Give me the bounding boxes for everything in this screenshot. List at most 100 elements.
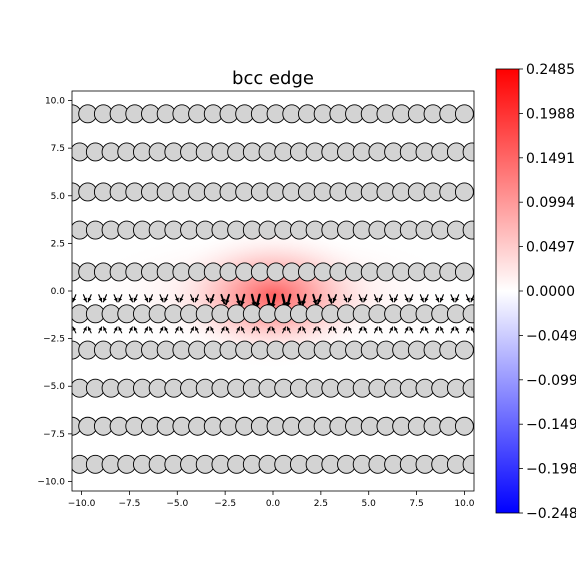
arrow-row-a-head xyxy=(175,297,179,302)
x-tick-label: 10.0 xyxy=(454,499,474,509)
colorbar: 0.2485 0.1988 0.1491 0.0994 0.0497 0.0000 −0.0… xyxy=(495,62,576,522)
arrow-row-b-head xyxy=(210,326,214,331)
colorbar-tick-label: −0.0994 xyxy=(526,373,576,389)
arrow-row-a-head xyxy=(424,297,429,302)
arrow-row-a-head xyxy=(149,297,153,302)
arrow-row-b-head xyxy=(159,326,164,331)
arrow-row-a-head xyxy=(389,297,394,302)
atom xyxy=(454,104,474,124)
arrow-row-b-head xyxy=(225,326,230,331)
arrow-row-a-head xyxy=(236,300,241,306)
arrow-row-b-head xyxy=(103,326,107,331)
arrow-row-b-head xyxy=(149,326,153,331)
arrow-row-a-head xyxy=(470,297,474,302)
arrow-row-b-head xyxy=(190,326,194,331)
arrow-row-a-head xyxy=(439,297,444,302)
arrow-row-b-head xyxy=(420,326,424,331)
arrow-row-a-head xyxy=(420,297,424,302)
atom xyxy=(454,340,474,360)
x-tick-label: 7.5 xyxy=(409,499,423,509)
arrow-row-a-head xyxy=(358,297,363,302)
arrow-row-b-head xyxy=(241,326,245,331)
arrow-row-b-head xyxy=(348,326,352,331)
y-tick-label: −7.5 xyxy=(43,430,65,440)
x-axis: −10.0 −7.5 −5.0 −2.5 0.0 2.5 5.0 7.5 10.0 xyxy=(68,491,475,509)
y-tick-label: 5.0 xyxy=(51,192,66,202)
x-tick-label: 0.0 xyxy=(266,499,281,509)
arrow-row-a-head xyxy=(133,297,138,302)
arrow-row-b-head xyxy=(297,326,302,331)
atom xyxy=(462,304,474,324)
colorbar-tick-label: 0.0000 xyxy=(526,284,575,300)
arrow-row-b-head xyxy=(374,326,378,331)
x-tick-label: 2.5 xyxy=(314,499,328,509)
arrow-row-b-head xyxy=(404,326,409,331)
arrow-row-b-head xyxy=(282,326,286,331)
arrow-row-b-head xyxy=(343,326,347,331)
x-tick-label: −5.0 xyxy=(166,499,188,509)
arrow-row-a-head xyxy=(210,297,215,303)
arrow-row-b-head xyxy=(440,326,444,331)
arrow-row-a-head xyxy=(103,297,107,302)
arrow-row-b-head xyxy=(256,326,260,331)
colorbar-tick-label: −0.1491 xyxy=(526,417,576,433)
heatmap-layer xyxy=(75,223,471,370)
arrow-row-b-head xyxy=(435,326,439,331)
arrow-row-a-head xyxy=(159,297,164,302)
arrow-row-a-head xyxy=(118,297,123,302)
arrow-row-a-head xyxy=(179,297,184,302)
y-tick-label: 10.0 xyxy=(45,97,65,107)
arrow-row-b-head xyxy=(221,326,225,331)
arrow-row-a-head xyxy=(240,300,245,306)
arrow-row-a-head xyxy=(72,297,77,302)
colorbar-tick-label: 0.0497 xyxy=(526,240,575,256)
arrow-row-b-head xyxy=(175,326,179,331)
arrow-row-a-head xyxy=(129,297,133,302)
y-tick-label: −2.5 xyxy=(43,335,65,345)
arrow-row-a-head xyxy=(225,299,230,305)
arrow-row-b-head xyxy=(98,326,102,331)
arrow-row-a-head xyxy=(83,297,87,302)
atom xyxy=(462,220,474,240)
arrow-row-a-head xyxy=(394,297,398,302)
y-tick-label: 0.0 xyxy=(51,287,66,297)
arrow-row-b-head xyxy=(271,326,276,331)
arrow-row-a-head xyxy=(455,297,459,302)
plot-area xyxy=(72,91,474,491)
arrow-row-a-head xyxy=(378,297,383,302)
arrow-row-a-head xyxy=(205,297,210,302)
y-tick-label: −10.0 xyxy=(37,477,65,487)
colorbar-ticks: 0.2485 0.1988 0.1491 0.0994 0.0497 0.0000 −0.0… xyxy=(519,62,576,522)
colorbar-tick-label: 0.1988 xyxy=(526,106,575,122)
arrow-row-b-head xyxy=(394,326,398,331)
arrow-row-b-head xyxy=(251,326,256,331)
arrow-row-a-head xyxy=(312,299,318,305)
arrow-row-b-head xyxy=(378,326,383,331)
arrow-row-b-head xyxy=(144,326,148,331)
arrow-row-a-head xyxy=(374,297,378,302)
arrow-row-b-head xyxy=(236,326,240,331)
colorbar-tick-label: −0.0497 xyxy=(526,328,576,344)
arrow-row-b-head xyxy=(358,326,363,331)
atom xyxy=(454,416,474,436)
atom xyxy=(462,378,474,398)
arrow-row-a-head xyxy=(363,297,368,302)
arrow-row-b-head xyxy=(266,326,271,331)
y-tick-label: 2.5 xyxy=(51,239,65,249)
atom xyxy=(454,262,474,282)
arrow-row-b-head xyxy=(389,326,393,331)
arrow-row-b-head xyxy=(312,326,317,331)
arrow-row-b-head xyxy=(455,326,459,331)
arrow-row-a-head xyxy=(450,297,455,302)
y-tick-label: 7.5 xyxy=(51,144,65,154)
arrow-row-b-head xyxy=(470,326,474,331)
arrow-row-a-head xyxy=(404,297,409,302)
atom xyxy=(462,142,474,162)
atom xyxy=(454,182,474,202)
arrow-row-a-head xyxy=(194,297,199,302)
arrow-row-a-head xyxy=(466,297,470,302)
arrow-row-a-head xyxy=(87,297,92,302)
y-axis: 10.0 7.5 5.0 2.5 0.0 −2.5 −5.0 −7.5 −10.0 xyxy=(37,97,72,487)
arrow-row-b-head xyxy=(113,326,118,331)
